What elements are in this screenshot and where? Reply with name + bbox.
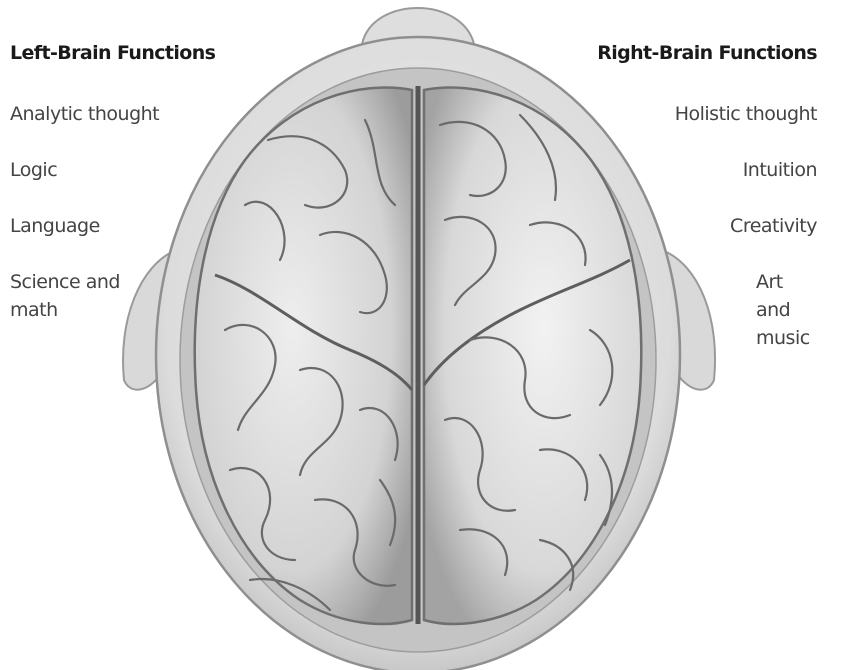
- right-item-holistic: Holistic thought: [674, 103, 818, 125]
- left-item-language: Language: [10, 215, 100, 237]
- right-brain-heading: Right-Brain Functions: [597, 42, 817, 64]
- right-brain-column: Right-Brain Functions Holistic thought I…: [577, 38, 817, 380]
- left-gyri: [223, 118, 399, 612]
- left-hemisphere: [193, 86, 414, 626]
- right-central-sulcus: [422, 258, 631, 386]
- nose: [360, 6, 476, 45]
- left-item-logic: Logic: [10, 159, 58, 181]
- left-brain-column: Left-Brain Functions Analytic thought Lo…: [10, 38, 250, 352]
- right-item-creativity: Creativity: [730, 215, 817, 237]
- left-item-analytic: Analytic thought: [10, 103, 160, 125]
- left-central-sulcus: [214, 273, 414, 391]
- left-brain-heading: Left-Brain Functions: [10, 42, 216, 64]
- right-item-art-music: Art and music: [756, 271, 810, 349]
- right-item-intuition: Intuition: [742, 159, 818, 181]
- left-item-science-math: Science and math: [10, 271, 120, 321]
- right-gyri: [438, 113, 614, 592]
